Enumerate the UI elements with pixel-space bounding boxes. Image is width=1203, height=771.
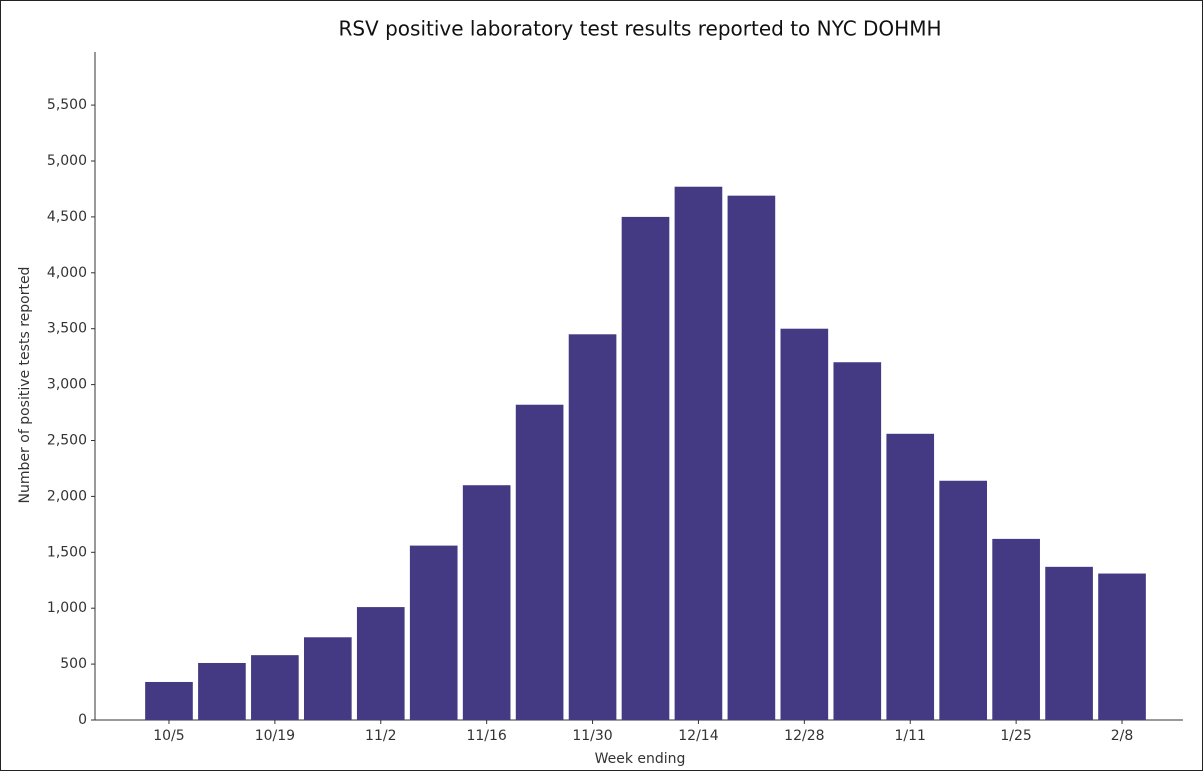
bar — [515, 404, 564, 720]
y-tick-label: 2,500 — [47, 433, 87, 449]
bar — [674, 186, 723, 720]
x-tick-label: 10/19 — [255, 728, 295, 744]
bar — [568, 334, 617, 720]
x-tick-label: 12/28 — [784, 728, 824, 744]
bar — [621, 216, 670, 721]
x-tick-label: 11/16 — [466, 728, 506, 744]
x-tick-label: 1/11 — [895, 728, 926, 744]
y-tick-label: 1,000 — [47, 600, 87, 616]
y-tick-label: 500 — [60, 656, 87, 672]
bar — [409, 545, 458, 720]
bar — [1098, 573, 1146, 720]
bar — [939, 480, 988, 720]
bar — [1045, 566, 1093, 720]
bar — [833, 362, 882, 720]
x-tick-label: 11/30 — [572, 728, 612, 744]
bar — [727, 195, 776, 720]
bar — [462, 485, 511, 720]
bar — [992, 538, 1040, 720]
bar — [780, 328, 829, 720]
x-tick-label: 12/14 — [678, 728, 718, 744]
bar — [251, 655, 299, 720]
y-tick-label: 1,500 — [47, 544, 87, 560]
bar — [145, 681, 193, 720]
y-tick-label: 3,500 — [47, 321, 87, 337]
x-tick-label: 11/2 — [365, 728, 396, 744]
x-tick-label: 2/8 — [1111, 728, 1134, 744]
x-tick-label: 10/5 — [153, 728, 184, 744]
bar — [356, 607, 405, 720]
bar — [886, 433, 935, 720]
y-axis-label: Number of positive tests reported — [17, 267, 33, 504]
x-tick-label: 1/25 — [1000, 728, 1031, 744]
y-tick-label: 5,500 — [47, 97, 87, 113]
chart-title: RSV positive laboratory test results rep… — [338, 17, 941, 41]
y-tick-label: 0 — [78, 712, 87, 728]
y-tick-label: 5,000 — [47, 153, 87, 169]
bar — [198, 662, 246, 720]
y-tick-label: 4,000 — [47, 265, 87, 281]
x-axis-label: Week ending — [595, 751, 686, 767]
bar — [303, 637, 352, 720]
y-tick-label: 2,000 — [47, 488, 87, 504]
y-tick-label: 3,000 — [47, 377, 87, 393]
y-tick-label: 4,500 — [47, 209, 87, 225]
